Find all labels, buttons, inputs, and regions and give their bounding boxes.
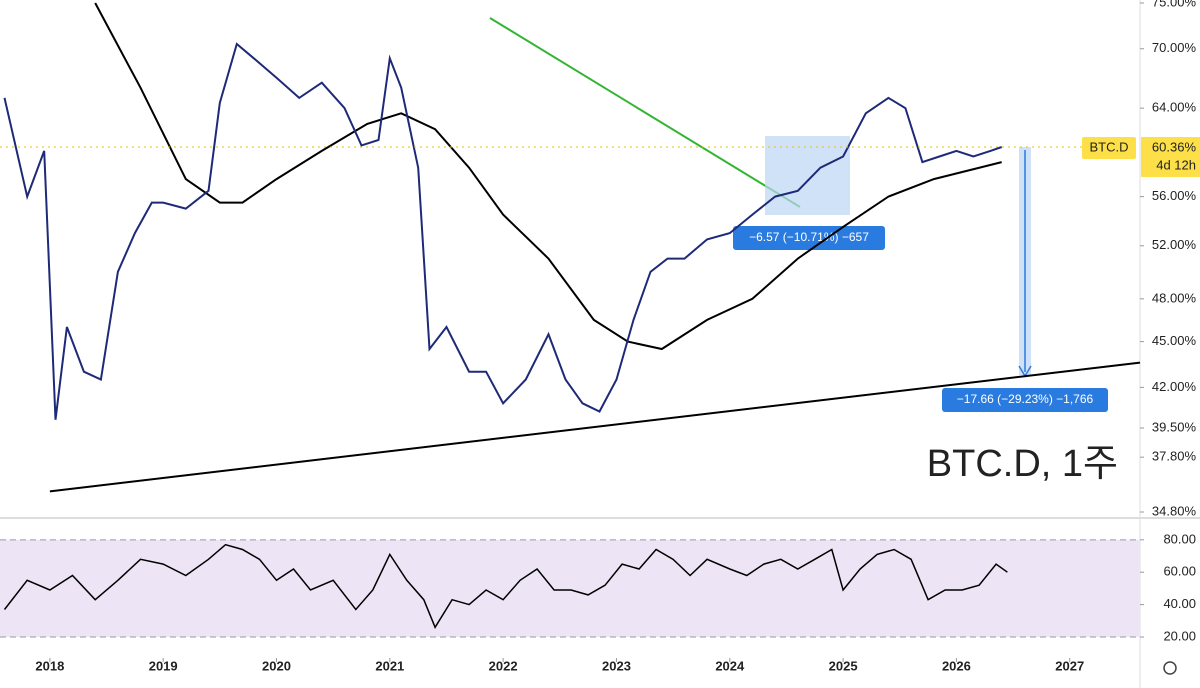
measure-area — [765, 136, 850, 215]
x-tick-label: 2021 — [375, 658, 404, 673]
ma-line — [489, 17, 801, 208]
price-label: 60.36% — [1152, 139, 1197, 154]
x-tick-label: 2019 — [149, 658, 178, 673]
y-tick-label: 52.00% — [1152, 237, 1197, 252]
plot-layer: 34.80% 37.80% 39.50% 42.00% 45.00% 48.00% 52.0… — [0, 0, 1196, 673]
measure-box — [942, 388, 1108, 412]
y-tick-label: 64.00% — [1152, 100, 1197, 115]
y-tick-label: 75.00% — [1152, 0, 1197, 9]
y-tick-label: 37.80% — [1152, 449, 1197, 464]
chart-title: BTC.D, 1주 — [927, 443, 1118, 485]
symbol-label: BTC.D — [1090, 139, 1129, 154]
x-tick-label: 2027 — [1055, 658, 1084, 673]
y-tick-label: 60.00 — [1163, 564, 1196, 579]
x-tick-label: 2025 — [829, 658, 858, 673]
measure-label: −6.57 (−10.71%) −657 — [749, 230, 869, 244]
x-tick-label: 2020 — [262, 658, 291, 673]
y-tick-label: 48.00% — [1152, 290, 1197, 305]
x-tick-label: 2026 — [942, 658, 971, 673]
y-tick-label: 45.00% — [1152, 333, 1197, 348]
y-tick-label: 70.00% — [1152, 40, 1197, 55]
y-tick-label: 40.00 — [1163, 596, 1196, 611]
x-tick-label: 2023 — [602, 658, 631, 673]
trend-line — [94, 2, 1002, 351]
price-line — [3, 42, 1003, 420]
y-tick-label: 80.00 — [1163, 531, 1196, 546]
settings-icon[interactable] — [1163, 661, 1177, 675]
price-badge — [1141, 137, 1200, 177]
rsi-line — [3, 543, 1008, 629]
y-tick-label: 39.50% — [1152, 419, 1197, 434]
x-tick-label: 2022 — [489, 658, 518, 673]
measure-box — [733, 226, 885, 250]
symbol-badge — [1082, 137, 1136, 159]
y-tick-label: 42.00% — [1152, 379, 1197, 394]
y-tick-label: 56.00% — [1152, 188, 1197, 203]
trend-line — [49, 361, 1141, 493]
y-tick-label: 20.00 — [1163, 628, 1196, 643]
rsi-band — [0, 539, 1140, 637]
y-tick-label: 34.80% — [1152, 503, 1197, 518]
measure-label: −17.66 (−29.23%) −1,766 — [957, 392, 1094, 406]
x-tick-label: 2024 — [715, 658, 745, 673]
x-tick-label: 2018 — [35, 658, 64, 673]
countdown-label: 4d 12h — [1156, 157, 1196, 172]
